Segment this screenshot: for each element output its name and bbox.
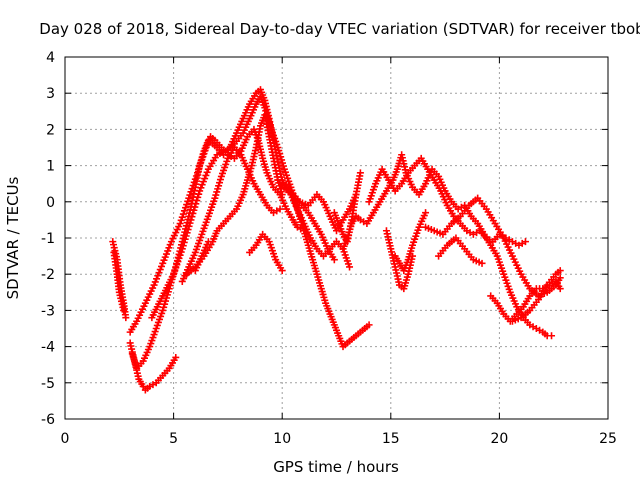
data-point xyxy=(173,261,181,269)
data-point xyxy=(185,222,193,230)
data-point xyxy=(193,197,201,205)
tick-layer: 0 5 10 15 20 25 -6 -5 -4 -3 -2 -1 0 1 2 3 4 xyxy=(41,50,617,447)
data-point xyxy=(122,314,130,322)
y-tick-label: 3 xyxy=(46,86,55,102)
data-point xyxy=(183,201,191,209)
data-point xyxy=(188,185,196,193)
data-point xyxy=(183,229,191,237)
series-track-10 xyxy=(246,230,286,275)
y-tick-label: 2 xyxy=(46,122,55,138)
data-point xyxy=(190,206,198,214)
data-point xyxy=(346,263,354,271)
x-tick-label: 10 xyxy=(273,431,291,447)
series-track-17 xyxy=(391,209,430,275)
data-point xyxy=(192,200,200,208)
y-tick-label: -1 xyxy=(41,231,55,247)
data-point xyxy=(178,213,186,221)
x-tick-label: 0 xyxy=(61,431,70,447)
data-point xyxy=(184,197,192,205)
data-point xyxy=(120,306,128,314)
data-point xyxy=(330,256,338,264)
data-point xyxy=(178,245,186,253)
data-point xyxy=(179,210,187,218)
data-point xyxy=(356,169,364,177)
data-point xyxy=(191,203,199,211)
data-point xyxy=(556,274,564,282)
data-point xyxy=(182,204,190,212)
data-point xyxy=(186,191,194,199)
data-point xyxy=(204,238,212,246)
y-axis-title: SDTVAR / TECUs xyxy=(4,176,22,299)
series-track-01 xyxy=(109,238,130,322)
data-point xyxy=(189,209,197,217)
data-point xyxy=(177,216,185,224)
x-tick-label: 25 xyxy=(599,431,617,447)
data-point xyxy=(175,254,183,262)
data-point xyxy=(170,270,178,278)
x-tick-label: 20 xyxy=(490,431,508,447)
data-point xyxy=(278,267,286,275)
y-tick-label: 0 xyxy=(46,195,55,211)
grid-layer xyxy=(65,57,608,419)
data-point xyxy=(181,235,189,243)
data-point xyxy=(190,178,198,186)
x-tick-label: 15 xyxy=(382,431,400,447)
data-point xyxy=(180,207,188,215)
data-point xyxy=(187,188,195,196)
data-point xyxy=(139,382,147,390)
data-point xyxy=(184,226,192,234)
data-point xyxy=(276,205,284,213)
series-track-18 xyxy=(422,194,564,300)
y-tick-label: -6 xyxy=(41,412,55,428)
chart-title: Day 028 of 2018, Sidereal Day-to-day VTE… xyxy=(39,20,640,38)
data-point xyxy=(171,267,179,275)
x-tick-label: 5 xyxy=(169,431,178,447)
data-point xyxy=(172,264,180,272)
series-track-21 xyxy=(508,267,564,325)
x-axis-title: GPS time / hours xyxy=(273,458,399,476)
data-point xyxy=(177,248,185,256)
data-point xyxy=(180,238,188,246)
data-point xyxy=(365,321,373,329)
series-track-03 xyxy=(126,339,180,394)
data-point xyxy=(521,238,529,246)
data-point xyxy=(278,191,286,199)
series-track-09 xyxy=(191,238,212,275)
data-point xyxy=(195,190,203,198)
data-point xyxy=(548,332,556,340)
y-tick-label: 4 xyxy=(46,50,55,66)
series-track-19 xyxy=(435,234,486,267)
data-point xyxy=(422,209,430,217)
data-point xyxy=(556,285,564,293)
series-track-02 xyxy=(110,248,128,314)
data-point xyxy=(176,220,184,228)
y-tick-label: -3 xyxy=(41,303,55,319)
data-point xyxy=(189,182,197,190)
data-point xyxy=(186,219,194,227)
data-point xyxy=(194,193,202,201)
data-point xyxy=(556,267,564,275)
y-tick-label: -2 xyxy=(41,267,55,283)
data-point xyxy=(176,251,184,259)
data-point xyxy=(179,242,187,250)
y-tick-label: -4 xyxy=(41,340,55,356)
data-point xyxy=(478,259,486,267)
data-point xyxy=(185,194,193,202)
y-tick-label: 1 xyxy=(46,159,55,175)
data-point xyxy=(187,216,195,224)
data-point xyxy=(192,172,200,180)
data-point xyxy=(188,213,196,221)
data-layer xyxy=(109,86,564,394)
y-tick-label: -5 xyxy=(41,376,55,392)
data-point xyxy=(172,353,180,361)
data-point xyxy=(182,232,190,240)
data-point xyxy=(174,258,182,266)
data-point xyxy=(191,175,199,183)
series-track-11 xyxy=(274,176,354,271)
